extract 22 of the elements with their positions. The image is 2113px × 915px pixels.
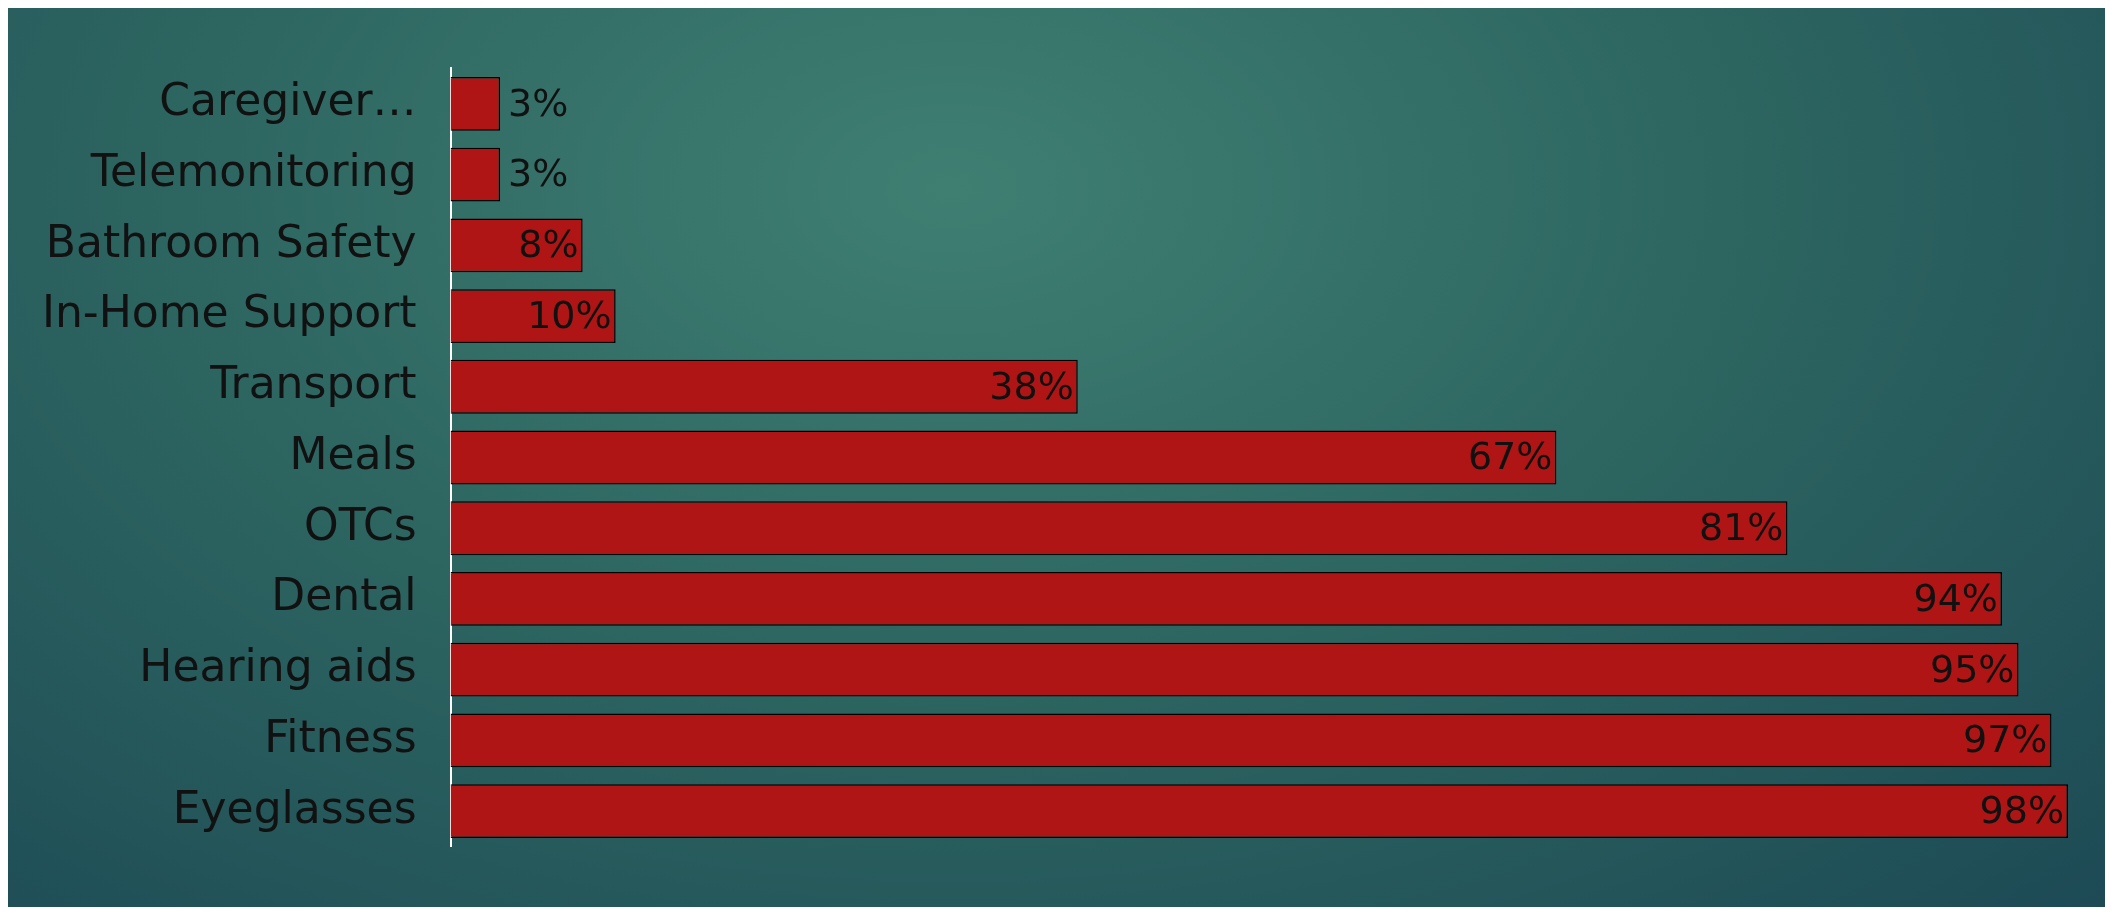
y-tick-label: Bathroom Safety — [45, 215, 417, 267]
y-tick-label: Dental — [271, 569, 417, 621]
data-label: 3% — [508, 151, 569, 196]
data-label: 8% — [518, 222, 579, 267]
data-label: 67% — [1467, 434, 1553, 479]
data-label: 38% — [989, 363, 1074, 408]
y-tick-label: Fitness — [264, 710, 417, 762]
data-label: 97% — [1963, 717, 2048, 762]
y-tick-label: Hearing aids — [139, 640, 417, 692]
data-label: 3% — [508, 80, 569, 125]
data-label: 10% — [527, 292, 612, 337]
y-tick-label: In-Home Support — [41, 286, 417, 338]
y-tick-label: Caregiver… — [159, 74, 417, 126]
y-tick-label: Telemonitoring — [89, 144, 417, 196]
y-tick-label: OTCs — [304, 498, 417, 550]
data-label: 94% — [1913, 575, 1998, 620]
data-label: 81% — [1698, 505, 1784, 550]
data-label: 95% — [1930, 646, 2015, 691]
y-tick-label: Eyeglasses — [172, 781, 417, 833]
data-label: 98% — [1979, 788, 2064, 833]
y-tick-label: Meals — [289, 427, 417, 479]
y-tick-label: Transport — [209, 357, 417, 409]
